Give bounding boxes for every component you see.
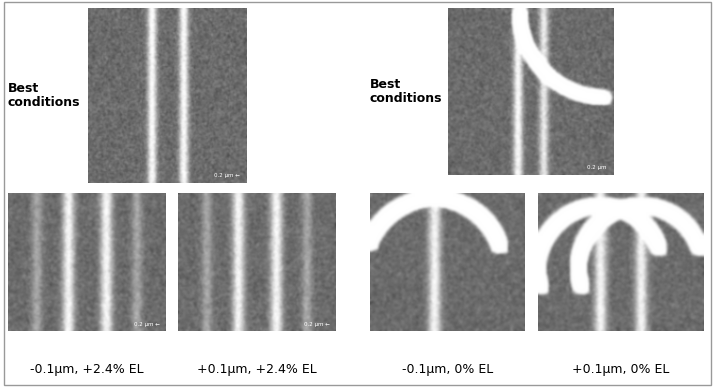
Text: +0.1μm, 0% EL: +0.1μm, 0% EL <box>572 363 669 375</box>
Text: 0.2 μm: 0.2 μm <box>587 165 606 170</box>
Text: 0.2 μm ←: 0.2 μm ← <box>304 322 330 327</box>
Text: Best
conditions: Best conditions <box>370 77 443 106</box>
Text: +0.1μm, +2.4% EL: +0.1μm, +2.4% EL <box>197 363 317 375</box>
Text: -0.1μm, +2.4% EL: -0.1μm, +2.4% EL <box>30 363 144 375</box>
Text: 0.2 μm ←: 0.2 μm ← <box>134 322 159 327</box>
Text: Best
conditions: Best conditions <box>8 82 81 110</box>
Text: 0.2 μm ←: 0.2 μm ← <box>214 173 240 178</box>
Text: -0.1μm, 0% EL: -0.1μm, 0% EL <box>402 363 493 375</box>
